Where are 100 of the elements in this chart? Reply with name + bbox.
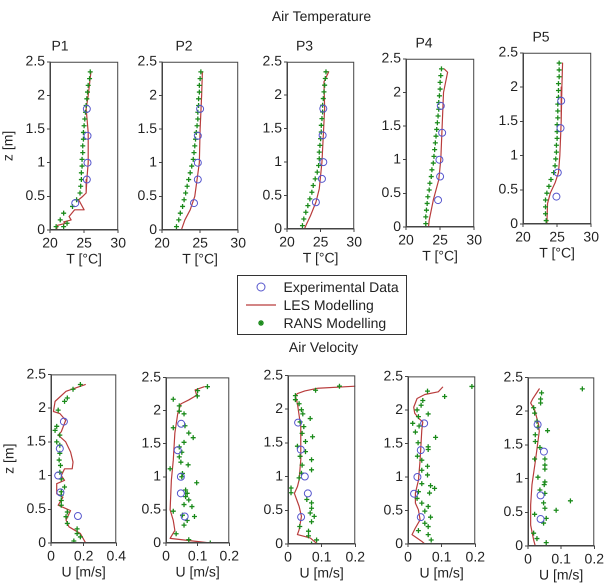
y-tick-label: 1 xyxy=(38,466,46,482)
y-tick-label: 1.5 xyxy=(382,116,402,133)
y-tick-label: 2.5 xyxy=(498,44,518,60)
y-tick-label: 0.5 xyxy=(262,186,282,202)
y-tick-label: 1 xyxy=(395,468,404,484)
x-axis-title: T [°C] xyxy=(66,250,102,266)
x-tick-label: 20 xyxy=(515,228,531,244)
x-tick-label: 30 xyxy=(230,234,246,250)
x-tick-label: 0.1 xyxy=(188,547,208,564)
x-tick-label: 0.2 xyxy=(220,547,240,564)
x-tick-label: 0.2 xyxy=(346,548,366,564)
x-tick-label: 25 xyxy=(432,231,448,248)
y-tick-label: 2.5 xyxy=(264,366,284,382)
y-tick-label: 2.5 xyxy=(142,368,162,384)
y-tick-label: 1.5 xyxy=(264,434,284,450)
chart-title: P4 xyxy=(415,34,433,50)
x-axis-title: U [m/s] xyxy=(175,563,220,580)
legend-label: Experimental Data xyxy=(284,279,399,295)
x-tick-label: 0.1 xyxy=(432,548,452,564)
y-tick-label: 0 xyxy=(515,536,524,553)
y-tick-label: 1.5 xyxy=(504,436,524,452)
x-tick-label: 20 xyxy=(154,234,170,250)
y-tick-label: 0 xyxy=(153,534,162,550)
y-tick-label: 2 xyxy=(37,86,46,102)
y-tick-label: 0.5 xyxy=(26,187,46,204)
y-axis-title: z [m] xyxy=(0,130,16,162)
chart-title: P2 xyxy=(175,37,193,54)
text: Air Velocity xyxy=(288,339,360,355)
y-tick-label: 1.5 xyxy=(138,120,158,136)
y-tick-label: 2.5 xyxy=(382,50,402,66)
x-tick-label: 25 xyxy=(549,228,566,244)
y-tick-label: 1 xyxy=(510,146,518,162)
y-tick-label: 1 xyxy=(274,152,282,169)
x-tick-label: 0.1 xyxy=(312,548,332,564)
y-tick-label: 1.5 xyxy=(26,120,46,136)
y-tick-label: 2.5 xyxy=(504,368,524,384)
y-tick-label: 1 xyxy=(275,467,284,484)
x-tick-label: 20 xyxy=(279,233,295,250)
y-tick-label: 1.5 xyxy=(142,434,162,450)
legend-label: RANS Modelling xyxy=(284,315,386,331)
x-tick-label: 20 xyxy=(398,231,414,248)
chart-title: P1 xyxy=(51,37,69,54)
y-tick-label: 2 xyxy=(153,401,162,418)
y-tick-label: 0.5 xyxy=(384,501,404,518)
y-tick-label: 0.5 xyxy=(138,187,158,204)
y-tick-label: 0 xyxy=(395,534,404,551)
legend-label: LES Modelling xyxy=(284,297,374,313)
y-tick-label: 1 xyxy=(37,154,46,170)
y-tick-label: 0 xyxy=(38,534,46,550)
x-tick-label: 0.2 xyxy=(74,547,94,564)
y-tick-label: 0 xyxy=(393,218,402,234)
x-axis-title: U [m/s] xyxy=(299,564,344,580)
x-tick-label: 25 xyxy=(192,234,208,250)
x-axis-title: T [°C] xyxy=(182,250,218,266)
y-tick-label: 1 xyxy=(149,154,158,170)
y-tick-label: 2.5 xyxy=(262,52,282,69)
x-tick-label: 25 xyxy=(76,234,92,250)
y-tick-label: 2 xyxy=(510,78,518,94)
y-tick-label: 2.5 xyxy=(26,52,46,69)
y-tick-label: 0.5 xyxy=(382,184,402,200)
y-tick-label: 0.5 xyxy=(498,180,518,197)
x-tick-label: 0.1 xyxy=(551,550,572,566)
y-tick-label: 1.5 xyxy=(498,112,518,128)
x-tick-label: 30 xyxy=(110,234,126,250)
x-tick-label: 0.2 xyxy=(466,548,486,564)
y-tick-label: 2 xyxy=(393,83,402,100)
y-tick-label: 0.5 xyxy=(26,500,46,516)
chart-title: P5 xyxy=(532,28,550,44)
x-tick-label: 20 xyxy=(42,234,58,250)
x-axis-title: T [°C] xyxy=(422,247,458,264)
x-tick-label: 30 xyxy=(466,231,482,248)
x-tick-label: 0.2 xyxy=(584,550,604,566)
x-tick-label: 30 xyxy=(583,228,600,244)
x-axis-title: T [°C] xyxy=(302,249,338,266)
y-tick-label: 0.5 xyxy=(504,503,524,520)
text: Air Temperature xyxy=(270,8,372,24)
y-tick-label: 1.5 xyxy=(384,434,404,450)
y-tick-label: 1 xyxy=(515,469,524,486)
y-tick-label: 2 xyxy=(38,398,46,415)
x-tick-label: 0.4 xyxy=(106,547,126,564)
chart-title: P3 xyxy=(296,37,314,54)
y-tick-label: 2 xyxy=(274,86,282,102)
x-tick-label: 25 xyxy=(312,233,329,250)
x-axis-title: T [°C] xyxy=(539,244,575,260)
y-tick-label: 0.5 xyxy=(142,500,162,517)
y-tick-label: 1 xyxy=(153,468,162,484)
y-tick-label: 0.5 xyxy=(264,501,284,518)
y-tick-label: 2 xyxy=(395,400,404,417)
x-axis-title: U [m/s] xyxy=(61,563,106,580)
x-tick-label: 30 xyxy=(346,233,362,250)
y-tick-label: 2 xyxy=(515,402,524,418)
y-tick-label: 0 xyxy=(510,214,518,231)
y-tick-label: 2.5 xyxy=(26,365,46,382)
y-axis-title: z [m] xyxy=(0,444,16,474)
x-axis-title: U [m/s] xyxy=(419,564,464,580)
y-tick-label: 2.5 xyxy=(384,367,404,384)
y-tick-label: 2 xyxy=(149,86,158,102)
x-axis-title: U [m/s] xyxy=(538,566,584,582)
y-tick-label: 2 xyxy=(275,400,284,416)
y-tick-label: 1.5 xyxy=(262,120,282,136)
